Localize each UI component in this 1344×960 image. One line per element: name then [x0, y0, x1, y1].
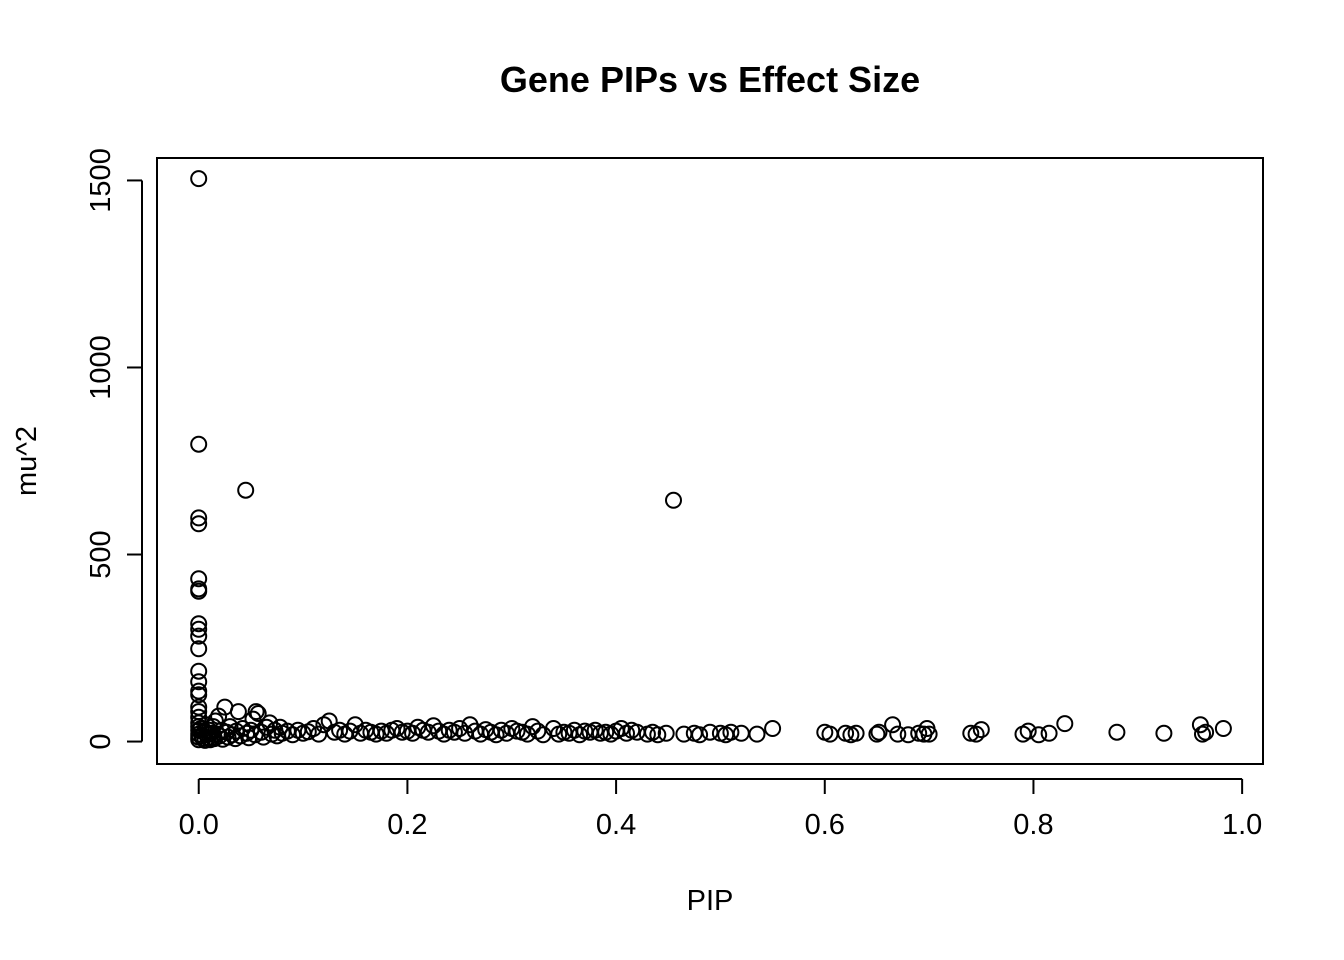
- data-point: [190, 515, 208, 533]
- data-point: [237, 481, 255, 499]
- data-point: [346, 716, 364, 734]
- y-tick-label: 500: [85, 530, 117, 578]
- data-point: [305, 720, 322, 737]
- data-point: [722, 723, 740, 741]
- data-point: [1040, 724, 1058, 742]
- data-point: [628, 723, 646, 741]
- x-tick-label: 0.2: [387, 809, 427, 841]
- data-point: [972, 721, 990, 739]
- x-tick-label: 0.6: [805, 809, 845, 841]
- data-point: [435, 725, 453, 743]
- data-point: [1194, 725, 1211, 743]
- data-point: [190, 570, 208, 588]
- y-tick-label: 0: [85, 733, 117, 749]
- data-point: [190, 682, 208, 700]
- data-point: [299, 723, 317, 741]
- data-point: [190, 435, 208, 453]
- data-point: [962, 724, 980, 742]
- data-point: [1197, 723, 1215, 741]
- data-point: [190, 615, 208, 633]
- data-point: [764, 720, 782, 737]
- data-point: [190, 627, 208, 645]
- data-point: [571, 726, 589, 744]
- data-point: [701, 723, 719, 741]
- data-point: [870, 723, 888, 741]
- data-point: [190, 509, 208, 527]
- data-point: [657, 724, 675, 742]
- data-point: [899, 726, 917, 744]
- data-point: [190, 662, 208, 680]
- x-axis: 0.0 0.2 0.4 0.6 0.8 1.0: [179, 778, 1262, 841]
- data-point: [612, 720, 630, 737]
- data-point: [190, 620, 208, 638]
- x-axis-label: PIP: [687, 885, 734, 917]
- data-point: [1108, 723, 1126, 741]
- y-axis: 0 500 1000 1500: [85, 148, 143, 750]
- data-point: [487, 726, 505, 744]
- data-point: [331, 721, 349, 739]
- data-point: [249, 705, 267, 722]
- data-point: [190, 170, 208, 188]
- data-point: [868, 725, 886, 743]
- x-tick-label: 1.0: [1222, 809, 1262, 841]
- y-axis-label: mu^2: [11, 426, 43, 496]
- data-point: [445, 723, 463, 741]
- data-point: [821, 725, 839, 743]
- data-point: [649, 726, 667, 744]
- data-point: [967, 725, 985, 743]
- data-point: [190, 582, 208, 600]
- data-point: [190, 686, 208, 704]
- data-point: [1019, 722, 1037, 740]
- x-tick-label: 0.0: [179, 809, 219, 841]
- data-point: [889, 725, 907, 743]
- data-point: [229, 703, 247, 721]
- data-point: [425, 717, 442, 735]
- data-point: [1214, 720, 1232, 737]
- data-point: [247, 703, 265, 721]
- data-point: [320, 712, 338, 730]
- data-point: [1155, 724, 1173, 742]
- data-points: [190, 170, 1232, 749]
- y-tick-label: 1500: [85, 148, 117, 213]
- data-point: [1056, 715, 1074, 733]
- data-point: [388, 720, 406, 737]
- x-tick-label: 0.8: [1013, 809, 1053, 841]
- data-point: [884, 716, 902, 734]
- x-tick-label: 0.4: [596, 809, 636, 841]
- y-tick-label: 1000: [85, 335, 117, 400]
- data-point: [190, 640, 208, 658]
- data-point: [748, 725, 766, 743]
- data-point: [545, 720, 562, 737]
- plot-frame: [156, 157, 1264, 765]
- data-point: [732, 724, 750, 742]
- data-point: [284, 726, 302, 744]
- data-point: [524, 718, 542, 736]
- chart-title: Gene PIPs vs Effect Size: [500, 59, 920, 100]
- data-point: [1030, 726, 1048, 744]
- data-point: [920, 725, 938, 743]
- data-point: [847, 724, 865, 742]
- data-point: [665, 491, 682, 509]
- data-point: [190, 673, 208, 691]
- data-point: [451, 720, 469, 737]
- data-point: [691, 726, 709, 744]
